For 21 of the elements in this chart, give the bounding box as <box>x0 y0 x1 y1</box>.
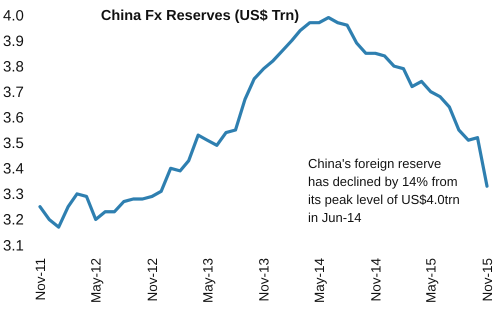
x-tick-label: Nov-15 <box>480 258 495 302</box>
y-tick-label: 3.3 <box>3 186 24 204</box>
x-tick-label: May-13 <box>200 258 216 304</box>
chart-title: China Fx Reserves (US$ Trn) <box>100 8 300 24</box>
x-tick-label: May-15 <box>424 258 439 304</box>
x-tick-label: Nov-11 <box>33 258 48 301</box>
y-tick-label: 3.2 <box>3 212 24 229</box>
x-tick-label: Nov-12 <box>144 258 160 302</box>
x-tick-label: Nov-14 <box>368 258 384 302</box>
y-tick-label: 3.9 <box>3 32 24 50</box>
x-tick-label: May-12 <box>88 258 104 304</box>
y-tick-label: 3.1 <box>3 237 24 254</box>
x-tick-label: Nov-13 <box>256 258 272 302</box>
annotation: China's foreign reserve has declined by 14% from its peak level of US$4.0trn in Jun-14 <box>308 156 460 225</box>
y-tick-label: 4.0 <box>3 7 24 24</box>
y-tick-label: 3.8 <box>3 58 24 76</box>
y-tick-label: 3.7 <box>3 84 24 101</box>
y-tick-label: 3.6 <box>3 109 24 126</box>
y-tick-label: 3.5 <box>3 135 24 152</box>
x-tick-label: May-14 <box>312 258 328 304</box>
y-tick-label: 3.4 <box>3 160 24 178</box>
